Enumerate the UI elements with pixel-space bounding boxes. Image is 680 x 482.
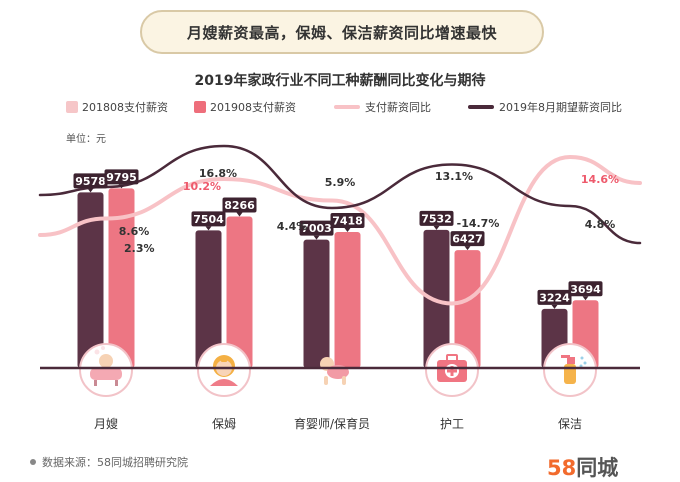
category-label: 保姆 <box>212 417 236 431</box>
bar-value-label: 6427 <box>452 233 483 246</box>
bar-value-label: 3694 <box>570 283 601 296</box>
bar-value-pointer <box>118 184 125 189</box>
bar-value-box <box>191 211 226 227</box>
bar-value-pointer <box>344 228 351 233</box>
bar-value-pointer <box>236 212 243 217</box>
bullet-icon <box>30 459 36 465</box>
expected-yoy-label: 16.8% <box>199 167 237 180</box>
legend-label: 201808支付薪资 <box>82 101 168 114</box>
bar-value-box <box>73 173 108 189</box>
bar-2019 <box>454 250 481 368</box>
legend-item-expected-yoy: 2019年8月期望薪资同比 <box>468 97 622 117</box>
legend-swatch <box>334 105 360 109</box>
category-label: 育婴师/保育员 <box>294 416 370 431</box>
paid-yoy-label: -14.7% <box>457 217 500 230</box>
bar-value-box <box>419 210 454 226</box>
baby-bath-icon <box>79 343 133 397</box>
bar-value-pointer <box>551 304 558 309</box>
headline-text: 月嫂薪资最高，保姆、保洁薪资同比增速最快 <box>186 24 497 42</box>
paid-yoy-label: 2.3% <box>124 242 155 255</box>
bar-value-box <box>104 169 139 185</box>
bar-value-pointer <box>433 225 440 230</box>
legend-swatch <box>66 101 78 113</box>
bar-2018 <box>303 239 330 368</box>
brand-logo-number: 58 <box>547 456 577 480</box>
category-label: 月嫂 <box>94 417 118 431</box>
category-label: 护工 <box>440 417 464 431</box>
bar-value-label: 7504 <box>193 213 224 226</box>
bar-2018 <box>195 230 222 368</box>
line-paid-yoy <box>38 154 642 306</box>
bar-value-label: 9578 <box>75 175 106 188</box>
bar-value-box <box>568 281 603 297</box>
expected-yoy-label: 4.8% <box>585 218 616 231</box>
paid-yoy-label: 5.9% <box>325 176 356 189</box>
legend-swatch <box>468 105 494 109</box>
data-source-text: 数据来源：58同城招聘研究院 <box>42 456 188 469</box>
legend-label: 支付薪资同比 <box>365 101 431 114</box>
paid-yoy-label: 10.2% <box>183 180 221 193</box>
bar-value-label: 7418 <box>332 215 363 228</box>
bar-value-pointer <box>464 246 471 251</box>
expected-yoy-label: 4.4% <box>277 220 308 233</box>
spray-bottle-icon <box>543 343 597 397</box>
bar-value-label: 3224 <box>539 291 570 304</box>
headline-banner: 月嫂薪资最高，保姆、保洁薪资同比增速最快 <box>140 10 544 54</box>
bar-value-box <box>450 231 485 247</box>
bar-2018 <box>77 192 104 368</box>
category-label: 保洁 <box>558 417 582 431</box>
bar-value-pointer <box>205 226 212 231</box>
bar-value-pointer <box>582 296 589 301</box>
legend-label: 201908支付薪资 <box>210 101 296 114</box>
bar-value-label: 7003 <box>301 222 332 235</box>
bar-value-box <box>299 220 334 236</box>
bar-2019 <box>226 216 253 368</box>
bar-value-label: 8266 <box>224 199 255 212</box>
bar-value-pointer <box>313 235 320 240</box>
bar-value-label: 9795 <box>106 171 137 184</box>
chart-title: 2019年家政行业不同工种薪酬同比变化与期待 <box>194 73 486 89</box>
legend-item-2018-paid: 201808支付薪资 <box>66 97 168 117</box>
brand-logo: 58同城 <box>547 452 618 482</box>
bar-2019 <box>334 232 361 368</box>
legend-label: 2019年8月期望薪资同比 <box>499 101 622 114</box>
bar-value-pointer <box>87 188 94 193</box>
bar-value-label: 7532 <box>421 212 452 225</box>
legend-item-paid-yoy: 支付薪资同比 <box>334 97 431 117</box>
first-aid-icon <box>425 343 479 397</box>
bar-value-box <box>330 213 365 229</box>
bar-value-box <box>222 197 257 213</box>
bar-value-box <box>537 289 572 305</box>
expected-yoy-label: 8.6% <box>119 225 150 238</box>
brand-logo-text: 同城 <box>576 456 619 480</box>
unit-label: 单位：元 <box>66 134 106 145</box>
nanny-icon <box>197 343 251 397</box>
data-source: 数据来源：58同城招聘研究院 <box>30 454 188 470</box>
category-icons <box>79 343 597 397</box>
bar-2019 <box>108 188 135 368</box>
chart-legend: 201808支付薪资 201908支付薪资 支付薪资同比 2019年8月期望薪资… <box>66 97 666 117</box>
paid-yoy-label: 14.6% <box>581 173 619 186</box>
legend-swatch <box>194 101 206 113</box>
legend-item-2019-paid: 201908支付薪资 <box>194 97 296 117</box>
expected-yoy-label: 13.1% <box>435 170 473 183</box>
